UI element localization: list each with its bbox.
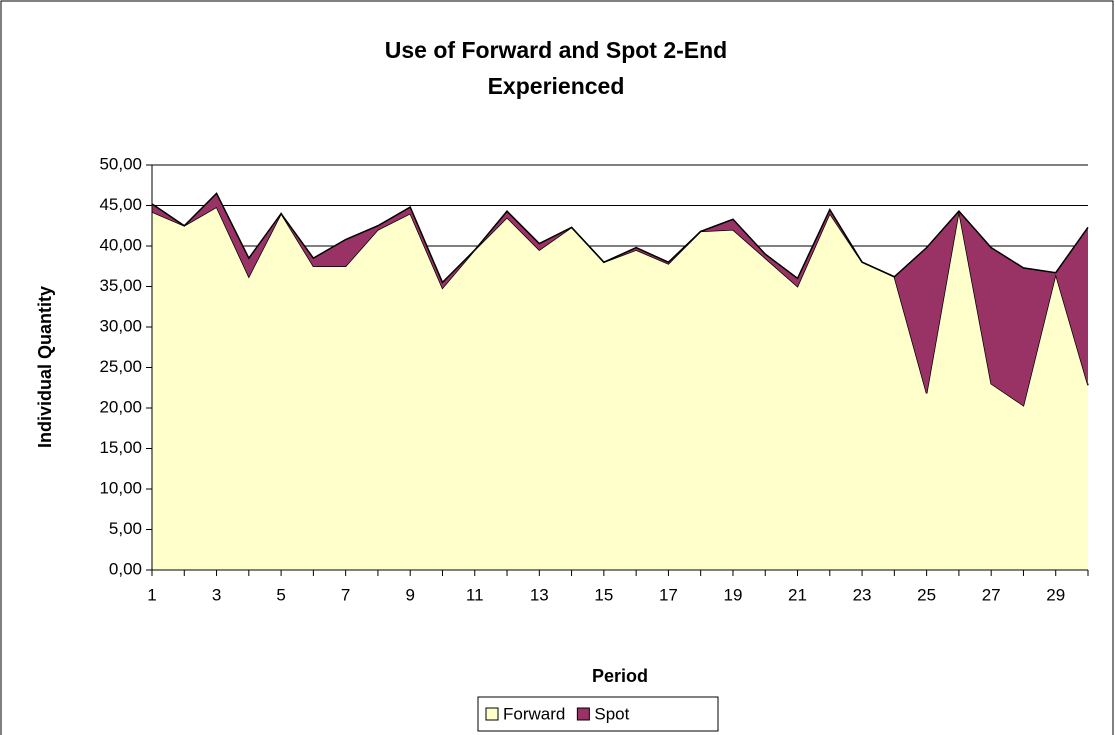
x-tick-label: 15 — [594, 585, 613, 604]
chart-subtitle: Experienced — [488, 73, 625, 99]
x-tick-label: 23 — [853, 585, 872, 604]
y-tick-label: 50,00 — [99, 154, 142, 173]
legend-box — [477, 696, 719, 732]
legend-label: Forward — [503, 704, 565, 723]
y-tick-label: 0,00 — [109, 559, 142, 578]
y-tick-label: 35,00 — [99, 276, 142, 295]
x-tick-label: 3 — [212, 585, 221, 604]
area-edge — [151, 192, 1089, 284]
x-tick-label: 27 — [982, 585, 1001, 604]
y-tick-label: 15,00 — [99, 438, 142, 457]
x-tick-label: 9 — [405, 585, 414, 604]
legend-swatch — [485, 707, 499, 721]
x-tick-label: 21 — [788, 585, 807, 604]
legend-label: Spot — [594, 704, 629, 723]
area — [152, 207, 1088, 570]
y-tick-label: 30,00 — [99, 316, 142, 335]
x-axis-title: Period — [592, 666, 648, 686]
y-axis-title: Individual Quantity — [35, 286, 55, 448]
x-tick-label: 7 — [341, 585, 350, 604]
y-tick-label: 20,00 — [99, 397, 142, 416]
y-tick-label: 45,00 — [99, 195, 142, 214]
x-tick-label: 13 — [530, 585, 549, 604]
x-tick-label: 5 — [276, 585, 285, 604]
x-tick-label: 29 — [1046, 585, 1065, 604]
area — [152, 193, 1088, 406]
y-tick-label: 10,00 — [99, 478, 142, 497]
legend-swatch — [576, 707, 590, 721]
x-tick-label: 17 — [659, 585, 678, 604]
x-tick-label: 19 — [724, 585, 743, 604]
x-tick-label: 25 — [917, 585, 936, 604]
y-tick-label: 5,00 — [109, 519, 142, 538]
y-tick-label: 25,00 — [99, 357, 142, 376]
chart-title: Use of Forward and Spot 2-End — [385, 37, 727, 63]
x-tick-label: 1 — [147, 585, 156, 604]
y-tick-label: 40,00 — [99, 235, 142, 254]
x-tick-label: 11 — [466, 585, 484, 604]
